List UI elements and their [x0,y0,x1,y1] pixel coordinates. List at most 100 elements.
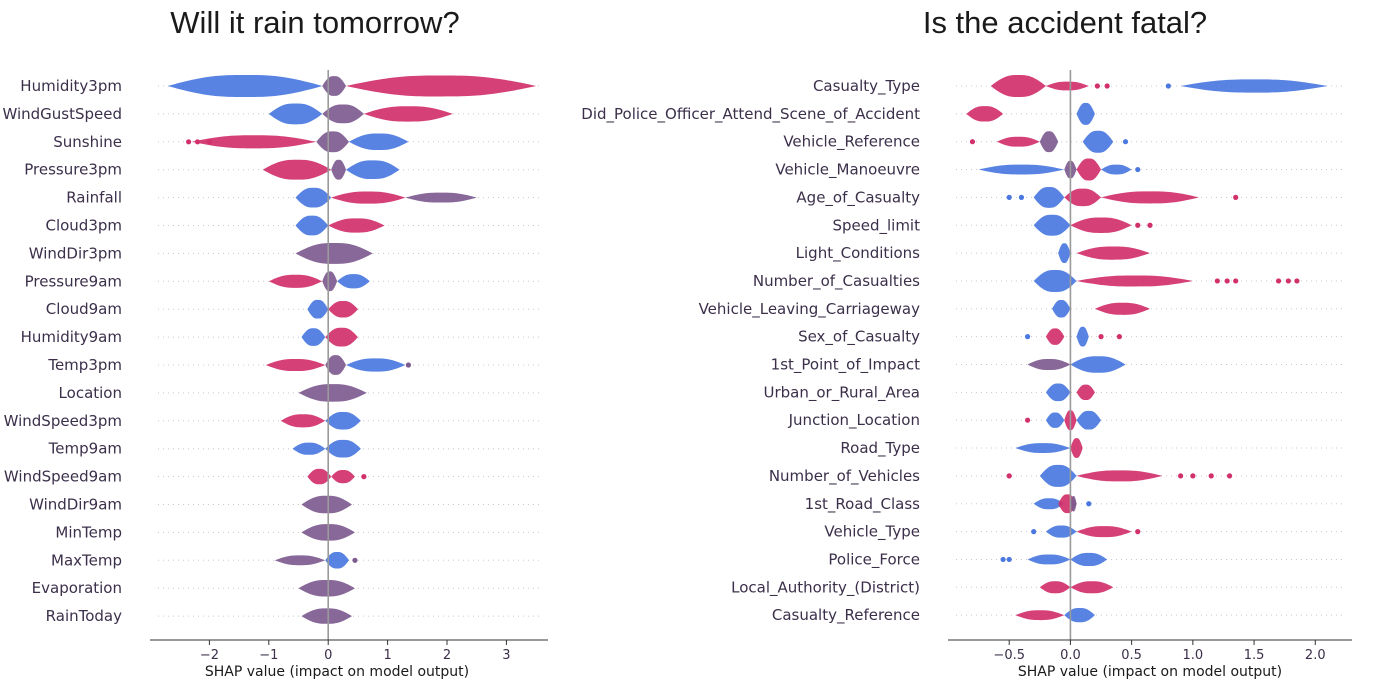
swarm-band [1039,131,1059,153]
swarm-band [1076,470,1163,482]
swarm-band [1101,191,1199,204]
feature-label: Sex_of_Casualty [798,328,920,347]
feature-label: Did_Police_Officer_Attend_Scene_of_Accid… [581,105,920,124]
swarm-band [405,192,477,203]
swarm-band [322,104,364,124]
x-axis-label-rain: SHAP value (impact on model output) [205,664,469,680]
outlier-point [194,139,201,145]
swarm-band [1070,496,1077,512]
swarm-band [1076,275,1193,287]
feature-label: Number_of_Casualties [753,272,920,291]
outlier-point [1024,417,1031,423]
swarm-band [346,75,537,97]
outlier-point [1294,278,1300,284]
swarm-band [1033,186,1065,208]
outlier-point [1208,473,1214,479]
swarm-band [328,218,385,233]
chart-accident: Casualty_Type Did_Police_Officer_Attend_S… [581,70,1352,663]
swarm-band [1033,214,1071,236]
swarm-band [1045,81,1089,91]
swarm-band [1045,328,1065,345]
outlier-point [1178,473,1184,479]
swarm-band [990,75,1046,97]
outlier-point [1006,473,1012,479]
swarm-band [1094,302,1150,315]
swarm-band [268,103,323,125]
swarm-band [1076,526,1132,538]
swarm-band [274,555,326,566]
swarm-band [1082,130,1114,153]
outlier-point [1024,334,1031,340]
swarm-band [1076,158,1102,181]
outlier-point [1135,529,1141,535]
outlier-point [1018,194,1025,200]
chart-title-accident: Is the accident fatal? [923,5,1207,40]
swarm-band [325,355,347,375]
swarm-band [1027,359,1071,370]
swarm-band [1070,217,1132,233]
outlier-point [1135,166,1141,173]
swarm-band [325,412,361,430]
outlier-point [1116,334,1122,340]
feature-label: Road_Type [840,439,920,458]
feature-label: MaxTemp [51,551,122,569]
feature-label: 1st_Point_of_Impact [771,356,920,375]
swarm-band [322,271,338,292]
feature-label: Pressure3pm [24,161,122,179]
feature-label: Number_of_Vehicles [769,467,920,486]
x-tick-label: 0.0 [1060,648,1081,663]
swarm-band [325,439,361,458]
x-tick-label: −2 [200,648,219,663]
feature-label: Urban_or_Rural_Area [763,383,920,402]
feature-label: Age_of_Casualty [796,188,920,207]
swarm-band [268,274,323,288]
swarm-band [316,131,349,153]
outlier-point [1000,556,1006,563]
x-tick-label: 3 [502,648,510,663]
x-tick-label: −0.5 [993,648,1025,663]
feature-label: Temp3pm [47,356,122,374]
swarm-band [996,136,1040,147]
outlier-point [1086,501,1092,507]
feature-label: Local_Authority_(District) [731,578,920,597]
outlier-point [352,557,358,563]
x-axis-label-accident: SHAP value (impact on model output) [1018,664,1282,680]
outlier-point [1275,278,1282,284]
swarm-band [1052,300,1071,318]
swarm-band [331,191,406,204]
outlier-point [1094,83,1100,89]
swarm-band [328,300,358,318]
swarm-band [1064,188,1102,207]
swarm-band [1027,554,1071,565]
outlier-point [361,474,367,480]
outlier-point [1098,334,1104,340]
feature-label: Police_Force [828,550,920,569]
chart-rain: Humidity3pm WindGustSpeed Sunshine Pressure… [2,70,548,663]
swarm-band [331,470,355,484]
feature-label: WindSpeed3pm [4,412,122,430]
feature-label: Casualty_Reference [772,606,920,625]
swarm-band [292,442,326,455]
x-tick-label: 0 [324,648,332,663]
swarm-band [298,579,355,597]
swarm-band [1076,384,1095,401]
swarm-band [307,299,329,319]
plots-layer: Humidity3pm WindGustSpeed Sunshine Pressure… [2,70,1352,663]
feature-label: Rainfall [66,189,122,207]
swarm-band [331,159,347,180]
feature-label: MinTemp [55,523,122,541]
x-tick-label: 1.0 [1183,648,1204,663]
swarm-band [1015,443,1071,453]
feature-label: WindDir3pm [29,244,122,262]
outlier-point [1285,278,1291,284]
outlier-point [1233,194,1239,200]
feature-label: 1st_Road_Class [805,495,921,514]
feature-label: Vehicle_Reference [783,133,920,152]
outlier-point [1226,473,1233,479]
swarm-band [191,135,317,149]
outlier-point [405,362,412,368]
swarm-band [301,495,352,514]
swarm-band [265,358,326,372]
swarm-band [1076,326,1089,347]
feature-label: Evaporation [32,579,122,597]
